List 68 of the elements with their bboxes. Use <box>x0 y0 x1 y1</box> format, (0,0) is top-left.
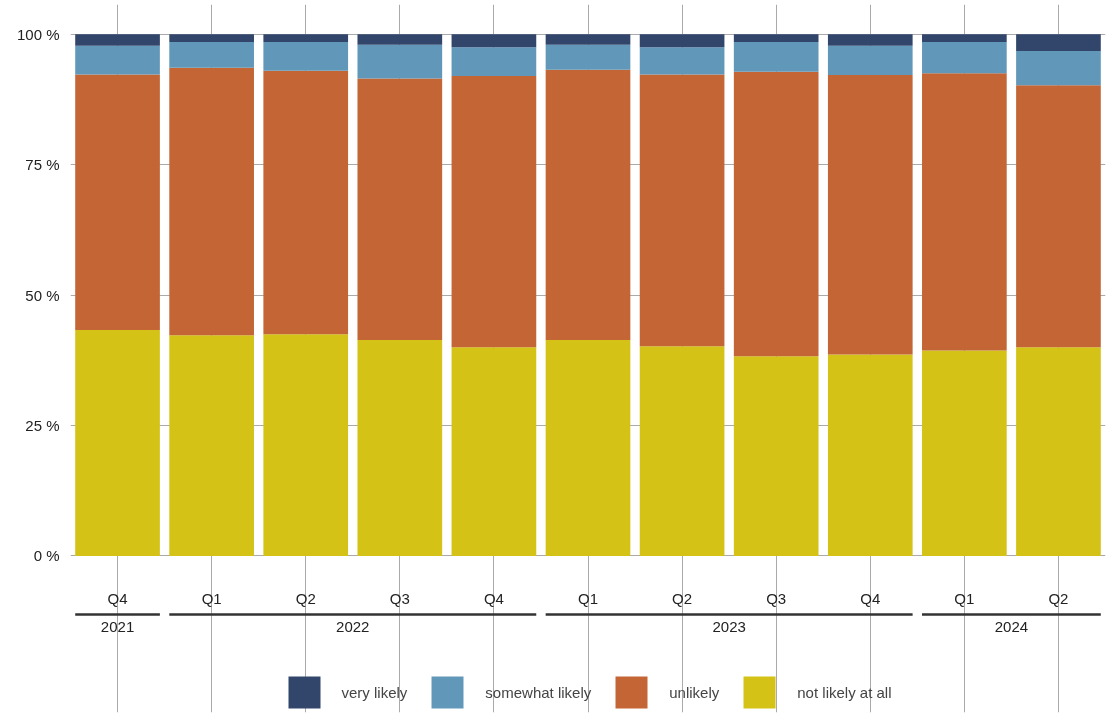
text: 2022 <box>336 618 370 636</box>
text: 2021 <box>100 618 135 636</box>
x-tick-label: Q1 <box>954 589 975 607</box>
bar <box>639 346 725 556</box>
bar <box>451 347 537 556</box>
x-tick-label: Q4 <box>483 589 504 607</box>
bar <box>263 70 349 335</box>
bar <box>733 71 819 357</box>
bar <box>827 34 913 46</box>
bar <box>922 73 1007 351</box>
bar <box>733 34 819 43</box>
y-tick-label: 75 % <box>25 156 60 174</box>
x-tick-label: Q4 <box>860 589 881 607</box>
text: 2024 <box>994 618 1029 636</box>
bar <box>545 69 631 340</box>
x-tick-label: Q2 <box>672 589 693 607</box>
bar <box>451 34 537 48</box>
bar <box>733 42 819 72</box>
bar <box>357 34 443 45</box>
bar <box>545 44 631 70</box>
bar <box>263 42 349 71</box>
x-tick-label: Q3 <box>766 589 787 607</box>
legend-label: somewhat likely <box>485 683 592 701</box>
bar <box>169 34 254 43</box>
bar <box>639 74 725 347</box>
bar <box>357 44 443 79</box>
bar <box>1016 85 1101 348</box>
x-tick-label: Q4 <box>107 589 128 607</box>
bar <box>1016 34 1101 51</box>
bar <box>451 47 537 76</box>
bar <box>545 339 631 556</box>
y-tick-label: 50 % <box>25 286 60 304</box>
bar <box>922 350 1007 556</box>
x-tick-label: Q3 <box>389 589 410 607</box>
y-tick-label: 0 % <box>33 547 60 565</box>
bar <box>75 45 160 75</box>
bar <box>922 42 1007 74</box>
bar <box>733 356 819 556</box>
bar <box>922 34 1007 43</box>
y-tick-label: 25 % <box>25 417 60 435</box>
bar <box>169 335 254 556</box>
x-tick-label: Q2 <box>1048 589 1069 607</box>
bar <box>1016 50 1101 86</box>
bar <box>357 339 443 556</box>
bar <box>451 75 537 348</box>
legend-label: very likely <box>341 683 408 701</box>
x-tick-label: Q2 <box>295 589 316 607</box>
bar <box>639 47 725 75</box>
bar <box>1016 347 1101 556</box>
bar <box>357 78 443 340</box>
legend-label: not likely at all <box>797 683 892 701</box>
x-tick-label: Q1 <box>578 589 599 607</box>
bar <box>263 334 349 556</box>
bar <box>169 67 254 336</box>
bar <box>169 42 254 68</box>
bar <box>827 45 913 75</box>
bar <box>545 34 631 45</box>
bar <box>75 74 160 331</box>
y-tick-label: 100 % <box>16 25 60 43</box>
bar <box>827 354 913 556</box>
bar <box>75 34 160 46</box>
bar <box>75 330 160 556</box>
text: 2023 <box>712 618 746 636</box>
bar <box>827 74 913 355</box>
x-tick-label: Q1 <box>201 589 222 607</box>
legend-label: unlikely <box>669 683 720 701</box>
bar <box>263 34 349 43</box>
bar <box>639 34 725 48</box>
